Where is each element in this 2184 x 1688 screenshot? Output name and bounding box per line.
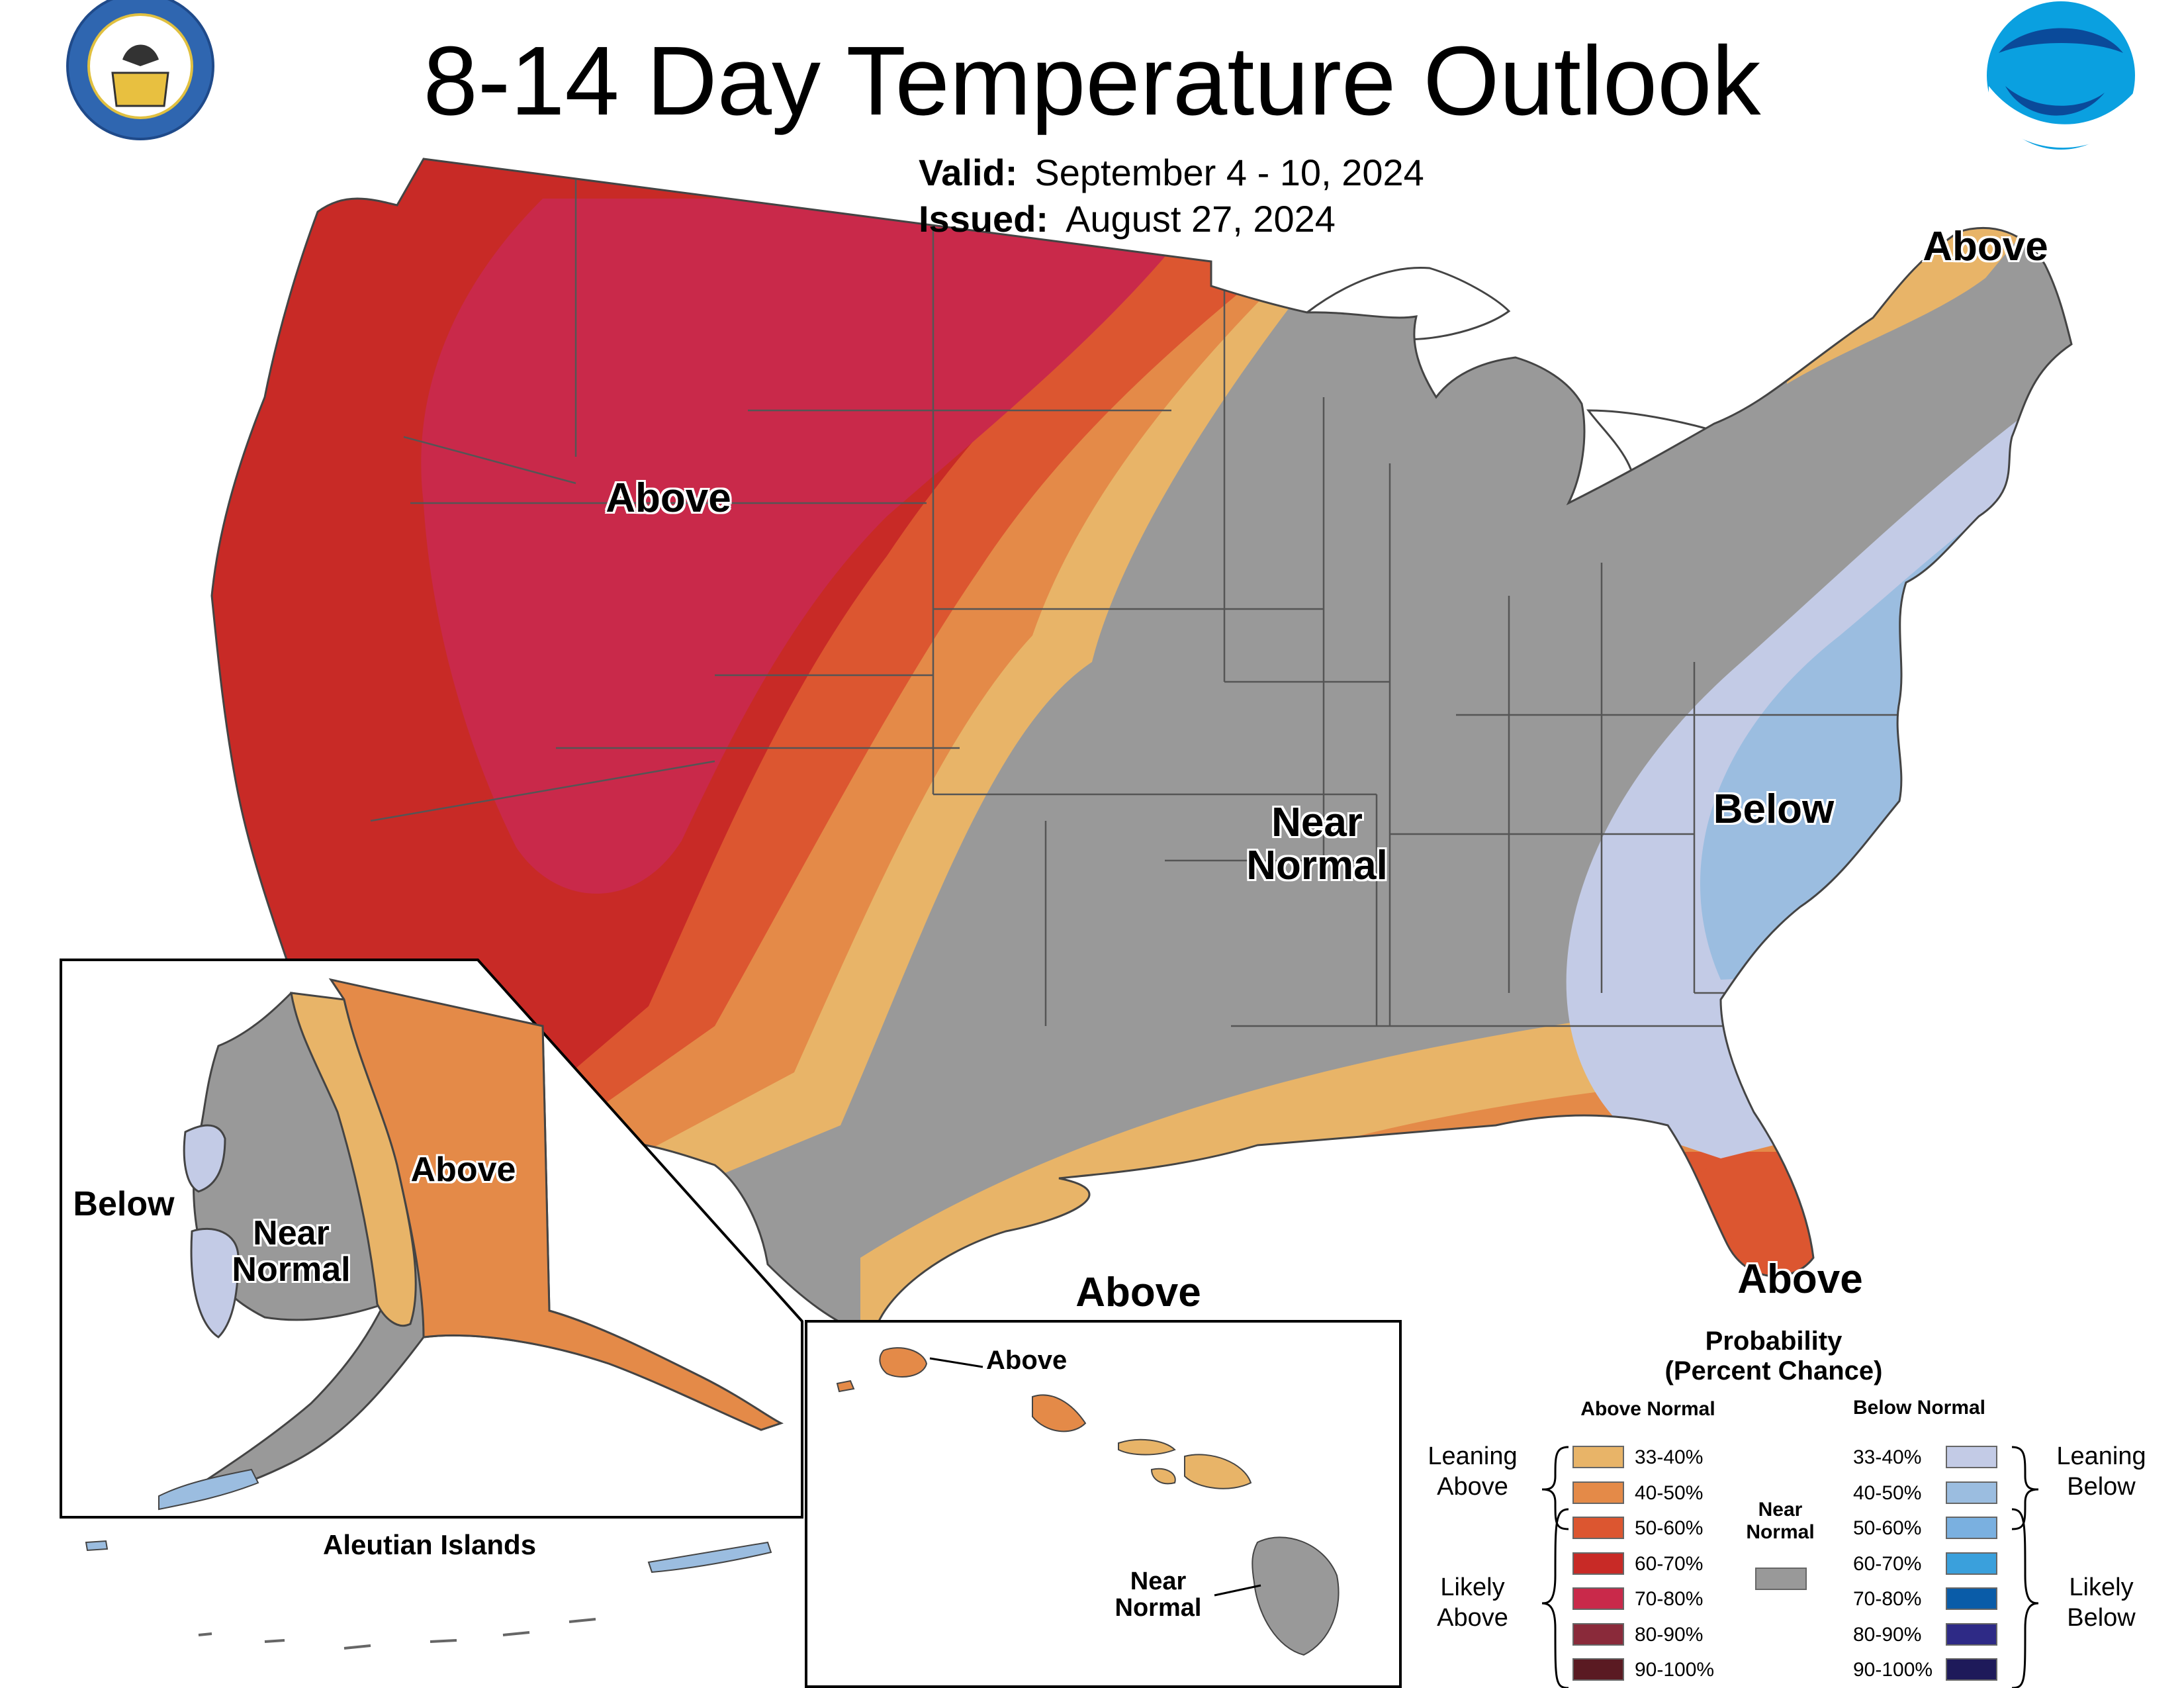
legend-below-swatch-4 <box>1946 1587 1997 1610</box>
legend-above-range-6: 90-100% <box>1635 1659 1715 1681</box>
hawaii-label-above: Above <box>986 1346 1068 1375</box>
legend-above-swatch-2 <box>1572 1517 1624 1539</box>
legend-below-range-6: 90-100% <box>1853 1659 1933 1681</box>
hawaii-label-near-normal: Near Normal <box>1099 1568 1218 1622</box>
legend-below-range-5: 80-90% <box>1853 1623 1922 1646</box>
legend-braces <box>1541 1446 2039 1688</box>
label-florida-above: Above <box>1737 1256 1863 1302</box>
legend-leaning-below: Leaning Below <box>2038 1442 2164 1502</box>
legend-below-swatch-1 <box>1946 1481 1997 1504</box>
hawaii-inset <box>805 1320 1402 1688</box>
label-southeast-below: Below <box>1713 786 1835 832</box>
legend-near-normal: Near Normal <box>1721 1499 1840 1544</box>
aleutian-islands-title: Aleutian Islands <box>323 1529 537 1560</box>
legend-above-swatch-4 <box>1572 1587 1624 1610</box>
legend-title-line1: Probability <box>1705 1327 1843 1356</box>
legend-above-range-4: 70-80% <box>1635 1588 1704 1610</box>
legend-above-swatch-3 <box>1572 1552 1624 1575</box>
legend-likely-above-line1: Likely <box>1440 1573 1505 1601</box>
label-northeast-above: Above <box>1923 224 2048 269</box>
valid-line: Valid: September 4 - 10, 2024 <box>919 151 1424 194</box>
state-borders <box>370 165 1933 1027</box>
legend-above-range-2: 50-60% <box>1635 1517 1704 1539</box>
issued-label: Issued: <box>919 198 1049 240</box>
issued-line: Issued: August 27, 2024 <box>919 197 1336 240</box>
legend-leaning-below-line2: Below <box>2067 1472 2136 1501</box>
alaska-label-below: Below <box>73 1185 175 1223</box>
label-near: Near <box>1271 800 1363 845</box>
legend-above-range-5: 80-90% <box>1635 1623 1704 1646</box>
legend-above-range-1: 40-50% <box>1635 1481 1704 1504</box>
legend-leaning-above: Leaning Above <box>1410 1442 1535 1502</box>
legend-below-header: Below Normal <box>1852 1397 1986 1419</box>
legend-leaning-below-line1: Leaning <box>2056 1442 2146 1470</box>
legend-likely-below-line1: Likely <box>2069 1573 2134 1601</box>
noaa-logo <box>1987 1 2135 150</box>
legend-below-swatch-5 <box>1946 1622 1997 1646</box>
legend-below-swatch-3 <box>1946 1552 1997 1575</box>
hawaii-label-near: Near <box>1130 1568 1187 1595</box>
legend-below-range-1: 40-50% <box>1853 1481 1922 1504</box>
legend-likely-above-line2: Above <box>1437 1603 1508 1632</box>
legend-near-normal-swatch <box>1755 1568 1807 1590</box>
legend-above-swatch-6 <box>1572 1658 1624 1681</box>
legend-below-range-0: 33-40% <box>1853 1446 1922 1468</box>
legend-leaning-above-line1: Leaning <box>1428 1442 1518 1470</box>
hawaii-label-normal: Normal <box>1115 1593 1202 1622</box>
label-normal: Normal <box>1246 843 1388 889</box>
label-west-above: Above <box>606 475 731 521</box>
legend-above-swatch-1 <box>1572 1481 1624 1504</box>
doc-seal-logo <box>66 0 214 140</box>
label-texas-above: Above <box>1075 1270 1201 1315</box>
legend-above-swatch-5 <box>1572 1622 1624 1646</box>
legend-below-range-3: 60-70% <box>1853 1552 1922 1575</box>
alaska-label-normal: Normal <box>232 1250 351 1289</box>
legend-below-swatch-0 <box>1946 1446 1997 1468</box>
legend-title: Probability (Percent Chance) <box>1588 1327 1959 1386</box>
legend-above-header: Above Normal <box>1580 1398 1715 1420</box>
valid-label: Valid: <box>919 152 1018 193</box>
alaska-label-above: Above <box>410 1150 516 1189</box>
legend-below-range-4: 70-80% <box>1853 1588 1922 1610</box>
legend-near-normal-line2: Normal <box>1746 1521 1815 1543</box>
legend-likely-below-line2: Below <box>2067 1603 2136 1632</box>
legend-above-range-3: 60-70% <box>1635 1552 1704 1575</box>
alaska-inset <box>60 959 803 1650</box>
legend-above-range-0: 33-40% <box>1635 1446 1704 1468</box>
legend-above-swatch-0 <box>1572 1446 1624 1468</box>
label-central-near-normal: Near Normal <box>1231 801 1403 887</box>
legend-below-range-2: 50-60% <box>1853 1517 1922 1539</box>
legend-title-line2: (Percent Chance) <box>1664 1356 1883 1385</box>
legend-below-swatch-6 <box>1946 1658 1997 1681</box>
legend-below-swatch-2 <box>1946 1517 1997 1539</box>
legend-near-normal-line1: Near <box>1758 1499 1803 1521</box>
alaska-label-near: Near <box>253 1214 330 1252</box>
issued-value: August 27, 2024 <box>1066 198 1336 240</box>
legend-leaning-above-line2: Above <box>1437 1472 1508 1501</box>
legend-likely-below: Likely Below <box>2038 1573 2164 1633</box>
legend-likely-above: Likely Above <box>1410 1573 1535 1633</box>
page-title: 8-14 Day Temperature Outlook <box>423 26 1761 136</box>
valid-value: September 4 - 10, 2024 <box>1034 152 1424 193</box>
alaska-label-near-normal: Near Normal <box>218 1215 364 1288</box>
